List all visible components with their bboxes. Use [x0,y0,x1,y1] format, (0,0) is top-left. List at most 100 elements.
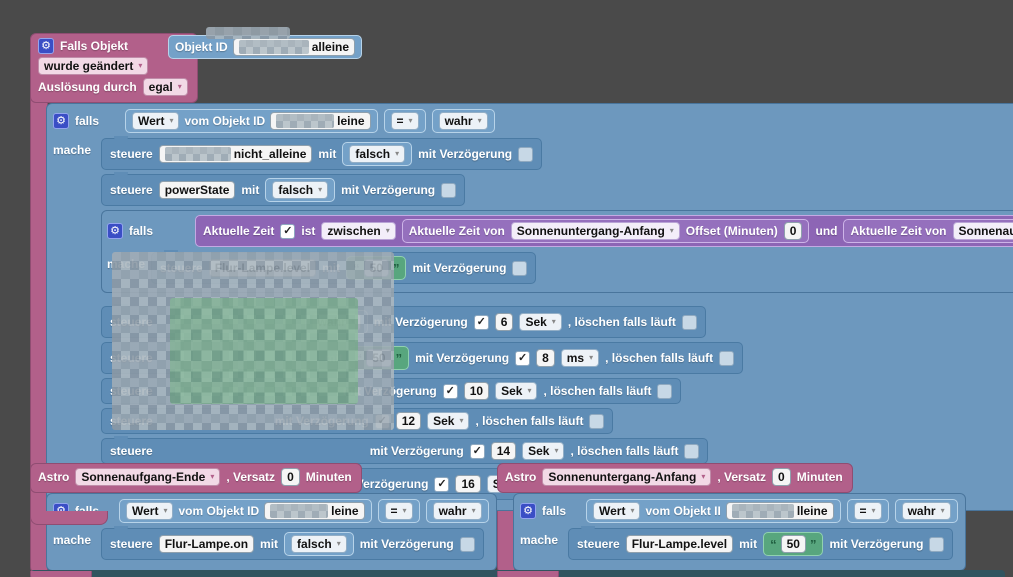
object-id-field[interactable]: lleine [725,502,834,520]
versatz-field[interactable]: 0 [772,468,791,486]
delay-checkbox[interactable]: ✓ [434,476,450,492]
logic-value-block[interactable]: falsch ▾ [265,178,336,202]
object-id-field[interactable]: leine [264,502,365,520]
logic-dropdown[interactable]: falsch ▾ [349,145,406,163]
time-of-label: Aktuelle Zeit von [850,224,947,238]
control-statement[interactable]: steuere Flur-Lampe.level mit “ 50 ” mit … [568,526,954,560]
control-statement[interactable]: steuere Flur-Lampe.on mit falsch ▾ mit Ve… [101,526,484,560]
operator-dropdown[interactable]: = ▾ [390,112,419,130]
operator-block[interactable]: = ▾ [846,499,889,523]
compare-value-block[interactable]: wahr ▾ [425,499,489,523]
delay-value-field[interactable]: 14 [490,442,517,460]
object-id-block[interactable]: Objekt ID alleine [168,35,363,59]
astro-rule-block[interactable]: Astro Sonnenaufgang-Ende ▾ , Versatz 0 Mi… [30,463,497,577]
logic-dropdown[interactable]: falsch ▾ [272,181,329,199]
clear-running-checkbox[interactable] [681,314,697,330]
oid-field[interactable]: nicht_alleine [158,145,313,163]
operator-dropdown[interactable]: = ▾ [384,502,413,520]
mit-label: mit [260,537,279,551]
string-value-block[interactable]: “ 50 ” [763,532,824,556]
object-id-field[interactable]: alleine [232,38,356,56]
control-statement[interactable]: steuere mit Verzögerung ✓ 14 Sek ▾ , lösc… [101,436,709,464]
if-block[interactable]: ⚙ falls Wert ▾ vom Objekt II lleine = ▾ wa… [513,493,966,571]
compare-value-block[interactable]: wahr ▾ [431,109,495,133]
gear-icon[interactable]: ⚙ [107,223,123,239]
logic-value-block[interactable]: falsch ▾ [342,142,413,166]
string-input[interactable]: 50 [780,535,806,553]
delay-checkbox[interactable]: ✓ [515,350,531,366]
check-icon: ✓ [445,384,455,397]
delay-unit-dropdown[interactable]: Sek▾ [519,313,562,331]
time-from-block[interactable]: Aktuelle Zeit von Sonnenuntergang-Anfang… [401,219,810,243]
control-statement[interactable]: steuere nicht_alleine mit falsch ▾ mit Ve… [101,136,543,170]
astro-rule-block[interactable]: Astro Sonnenuntergang-Anfang ▾ , Versatz … [497,463,966,577]
delay-label: mit Verzögerung [415,351,510,365]
time-to-block[interactable]: Aktuelle Zeit von Sonnenaufgang▾ Offset … [843,219,1013,243]
delay-checkbox[interactable] [441,182,457,198]
clear-running-checkbox[interactable] [719,350,735,366]
delay-value-field[interactable]: 6 [494,313,514,331]
delay-label: mit Verzögerung [359,537,454,551]
logic-dropdown[interactable]: falsch ▾ [291,535,347,553]
if-block[interactable]: ⚙ falls Wert▾ vom Objekt ID leine =▾ wah… [46,103,1013,511]
oid-field[interactable]: Flur-Lampe.level [625,535,734,553]
trigger-by-dropdown[interactable]: egal ▾ [142,78,188,96]
compare-dropdown[interactable]: wahr ▾ [438,112,488,130]
astro-rule-header[interactable]: Astro Sonnenuntergang-Anfang ▾ , Versatz … [497,463,853,493]
delay-checkbox[interactable] [512,260,528,276]
oid-field[interactable]: Flur-Lampe.on [158,535,255,553]
delay-checkbox[interactable] [459,536,475,552]
compare-value-block[interactable]: wahr ▾ [894,499,958,523]
delay-unit-dropdown[interactable]: Sek▾ [495,382,538,400]
gear-icon[interactable]: ⚙ [520,503,536,519]
clear-running-checkbox[interactable] [589,413,605,429]
value-selector-dropdown[interactable]: Wert ▾ [126,502,174,520]
clear-running-checkbox[interactable] [657,383,673,399]
dropdown-arrow-icon: ▾ [551,317,556,326]
time-mode-dropdown[interactable]: zwischen ▾ [321,222,396,240]
operator-block[interactable]: = ▾ [377,499,420,523]
delay-value-field[interactable]: 10 [463,382,490,400]
delay-unit-dropdown[interactable]: Sek▾ [522,442,565,460]
astro-event-dropdown[interactable]: Sonnenaufgang-Ende ▾ [75,468,221,486]
time-checkbox[interactable]: ✓ [280,223,296,239]
offset-field[interactable]: 0 [783,222,803,240]
delay-unit-dropdown[interactable]: ms ▾ [560,349,600,367]
gear-icon[interactable]: ⚙ [53,113,69,129]
logic-value-block[interactable]: falsch ▾ [284,532,354,556]
delay-checkbox[interactable] [929,536,945,552]
compare-dropdown[interactable]: wahr ▾ [901,502,951,520]
delay-value-field[interactable]: 8 [536,349,555,367]
value-selector-dropdown[interactable]: Wert ▾ [132,112,180,130]
change-mode-dropdown[interactable]: wurde geändert ▾ [38,57,149,75]
control-statement[interactable]: steuere powerState mit falsch ▾ mit Verzö… [101,172,466,206]
oid-field[interactable]: powerState [158,181,236,199]
time-condition-block[interactable]: Aktuelle Zeit ✓ ist zwischen ▾ Aktuelle Z… [195,215,1013,247]
delay-checkbox[interactable]: ✓ [473,314,489,330]
gear-icon[interactable]: ⚙ [38,38,54,54]
delay-value-field[interactable]: 16 [455,475,481,493]
astro-rule-header[interactable]: Astro Sonnenaufgang-Ende ▾ , Versatz 0 Mi… [30,463,362,493]
value-of-object-block[interactable]: Wert ▾ vom Objekt ID leine [125,109,378,133]
delay-value-field[interactable]: 12 [395,412,422,430]
delay-checkbox[interactable] [518,146,534,162]
versatz-field[interactable]: 0 [281,468,300,486]
if-block[interactable]: ⚙ falls Wert▾ vom Objekt ID leine =▾ wah… [46,493,497,571]
value-selector-dropdown[interactable]: Wert ▾ [593,502,641,520]
object-id-field[interactable]: leine [270,112,371,130]
delay-unit-dropdown[interactable]: Sek▾ [427,412,470,430]
delay-checkbox[interactable]: ✓ [442,383,458,399]
operator-block[interactable]: = ▾ [383,109,426,133]
astro-event-dropdown[interactable]: Sonnenaufgang▾ [952,222,1013,240]
compare-dropdown[interactable]: wahr ▾ [432,502,482,520]
dropdown-arrow-icon: ▾ [210,472,215,481]
astro-event-dropdown[interactable]: Sonnenuntergang-Anfang ▾ [510,222,680,240]
operator-dropdown[interactable]: = ▾ [853,502,882,520]
value-of-object-block[interactable]: Wert ▾ vom Objekt II lleine [586,499,841,523]
trigger-rule-block[interactable]: ⚙ Falls Objekt wurde geändert ▾ Auslösung… [30,33,1013,525]
delay-checkbox[interactable]: ✓ [469,443,485,459]
value-of-object-block[interactable]: Wert ▾ vom Objekt ID leine [119,499,372,523]
astro-event-dropdown[interactable]: Sonnenuntergang-Anfang ▾ [542,468,712,486]
clear-running-checkbox[interactable] [684,443,700,459]
